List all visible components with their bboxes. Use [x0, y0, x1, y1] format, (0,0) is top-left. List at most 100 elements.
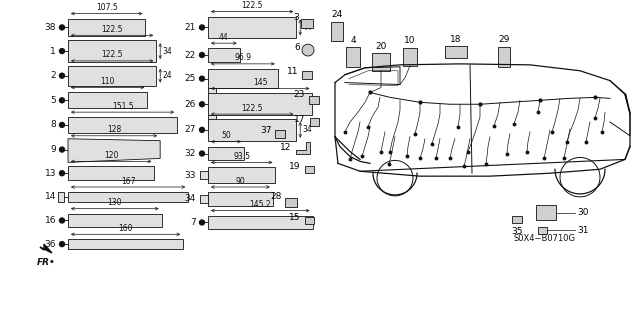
Text: 8: 8 — [51, 121, 56, 130]
Bar — [536, 205, 556, 220]
Text: 122.5: 122.5 — [241, 1, 263, 10]
Circle shape — [60, 48, 65, 54]
Bar — [68, 66, 156, 85]
Circle shape — [302, 44, 314, 56]
Bar — [285, 198, 297, 207]
Text: 13: 13 — [45, 169, 56, 178]
Text: 120: 120 — [104, 151, 118, 160]
Text: 122.5: 122.5 — [101, 25, 123, 34]
Text: 15: 15 — [289, 213, 300, 222]
Bar — [372, 53, 390, 71]
Bar — [208, 167, 275, 183]
Bar — [309, 96, 319, 104]
Polygon shape — [68, 139, 160, 162]
Text: 50: 50 — [221, 131, 231, 140]
Text: 44: 44 — [219, 33, 228, 42]
Text: 24: 24 — [332, 10, 342, 19]
Text: 12: 12 — [280, 143, 291, 152]
Text: 38: 38 — [45, 23, 56, 32]
Text: 160: 160 — [118, 224, 133, 233]
Text: 22: 22 — [185, 50, 196, 60]
Circle shape — [60, 242, 65, 247]
Bar — [301, 19, 313, 28]
Text: 34: 34 — [162, 47, 172, 56]
Text: 20: 20 — [375, 42, 387, 51]
Circle shape — [200, 127, 205, 132]
Bar — [68, 214, 161, 227]
Text: 107.5: 107.5 — [96, 3, 118, 12]
Bar — [302, 71, 312, 79]
Bar — [208, 69, 278, 88]
Text: 90: 90 — [236, 176, 245, 186]
Text: 130: 130 — [108, 198, 122, 207]
Bar — [200, 171, 208, 179]
Text: FR•: FR• — [36, 258, 56, 267]
Text: 122.5: 122.5 — [241, 104, 263, 113]
Circle shape — [200, 53, 205, 57]
Text: 44: 44 — [302, 23, 312, 32]
Bar — [68, 93, 147, 108]
Text: 167: 167 — [121, 176, 136, 186]
Text: 26: 26 — [184, 100, 196, 109]
Circle shape — [60, 122, 65, 127]
Circle shape — [60, 171, 65, 176]
Bar — [200, 195, 208, 203]
Bar — [275, 130, 285, 138]
Bar — [208, 115, 216, 121]
Circle shape — [200, 25, 205, 30]
Bar — [208, 48, 240, 62]
Circle shape — [200, 102, 205, 107]
Bar — [68, 19, 145, 36]
Bar — [58, 192, 64, 202]
Text: 1: 1 — [51, 47, 56, 56]
Text: 4: 4 — [350, 36, 356, 45]
Bar — [512, 216, 522, 223]
Bar — [498, 47, 510, 67]
Text: 33: 33 — [184, 171, 196, 180]
Text: 18: 18 — [451, 35, 461, 44]
Text: 7: 7 — [190, 218, 196, 227]
Text: 36: 36 — [45, 240, 56, 249]
Circle shape — [60, 98, 65, 103]
Text: 145: 145 — [253, 78, 268, 87]
Circle shape — [200, 151, 205, 156]
Polygon shape — [40, 244, 52, 253]
Text: 96.9: 96.9 — [234, 53, 252, 63]
Bar — [305, 217, 314, 224]
Text: 145.2: 145.2 — [250, 200, 271, 209]
Text: 110: 110 — [100, 77, 115, 86]
Text: 19: 19 — [289, 162, 300, 171]
Bar — [208, 93, 312, 115]
Text: 24: 24 — [162, 71, 172, 80]
Bar — [68, 239, 183, 249]
Circle shape — [60, 147, 65, 152]
Text: 14: 14 — [45, 192, 56, 201]
Text: 32: 32 — [184, 149, 196, 158]
Text: 31: 31 — [577, 226, 589, 235]
Circle shape — [200, 220, 205, 225]
Text: 34: 34 — [184, 194, 196, 203]
Bar — [538, 227, 547, 234]
Polygon shape — [296, 142, 310, 153]
Bar — [310, 118, 319, 126]
Text: 3: 3 — [293, 13, 299, 22]
Bar — [208, 88, 216, 94]
Text: 11: 11 — [287, 67, 298, 76]
Text: 9: 9 — [51, 145, 56, 154]
Text: 17: 17 — [294, 115, 305, 123]
Bar — [68, 192, 188, 202]
Text: 16: 16 — [45, 216, 56, 225]
Text: 23: 23 — [294, 90, 305, 99]
Bar — [208, 216, 312, 229]
Text: 21: 21 — [184, 23, 196, 32]
Text: 35: 35 — [511, 227, 523, 236]
Text: 34: 34 — [302, 125, 312, 134]
Text: 30: 30 — [577, 208, 589, 217]
Text: 37: 37 — [260, 126, 272, 135]
Bar — [208, 17, 296, 38]
Text: 122.5: 122.5 — [101, 50, 123, 59]
Circle shape — [60, 73, 65, 78]
Circle shape — [60, 25, 65, 30]
Bar — [68, 40, 156, 62]
Bar — [68, 166, 154, 180]
